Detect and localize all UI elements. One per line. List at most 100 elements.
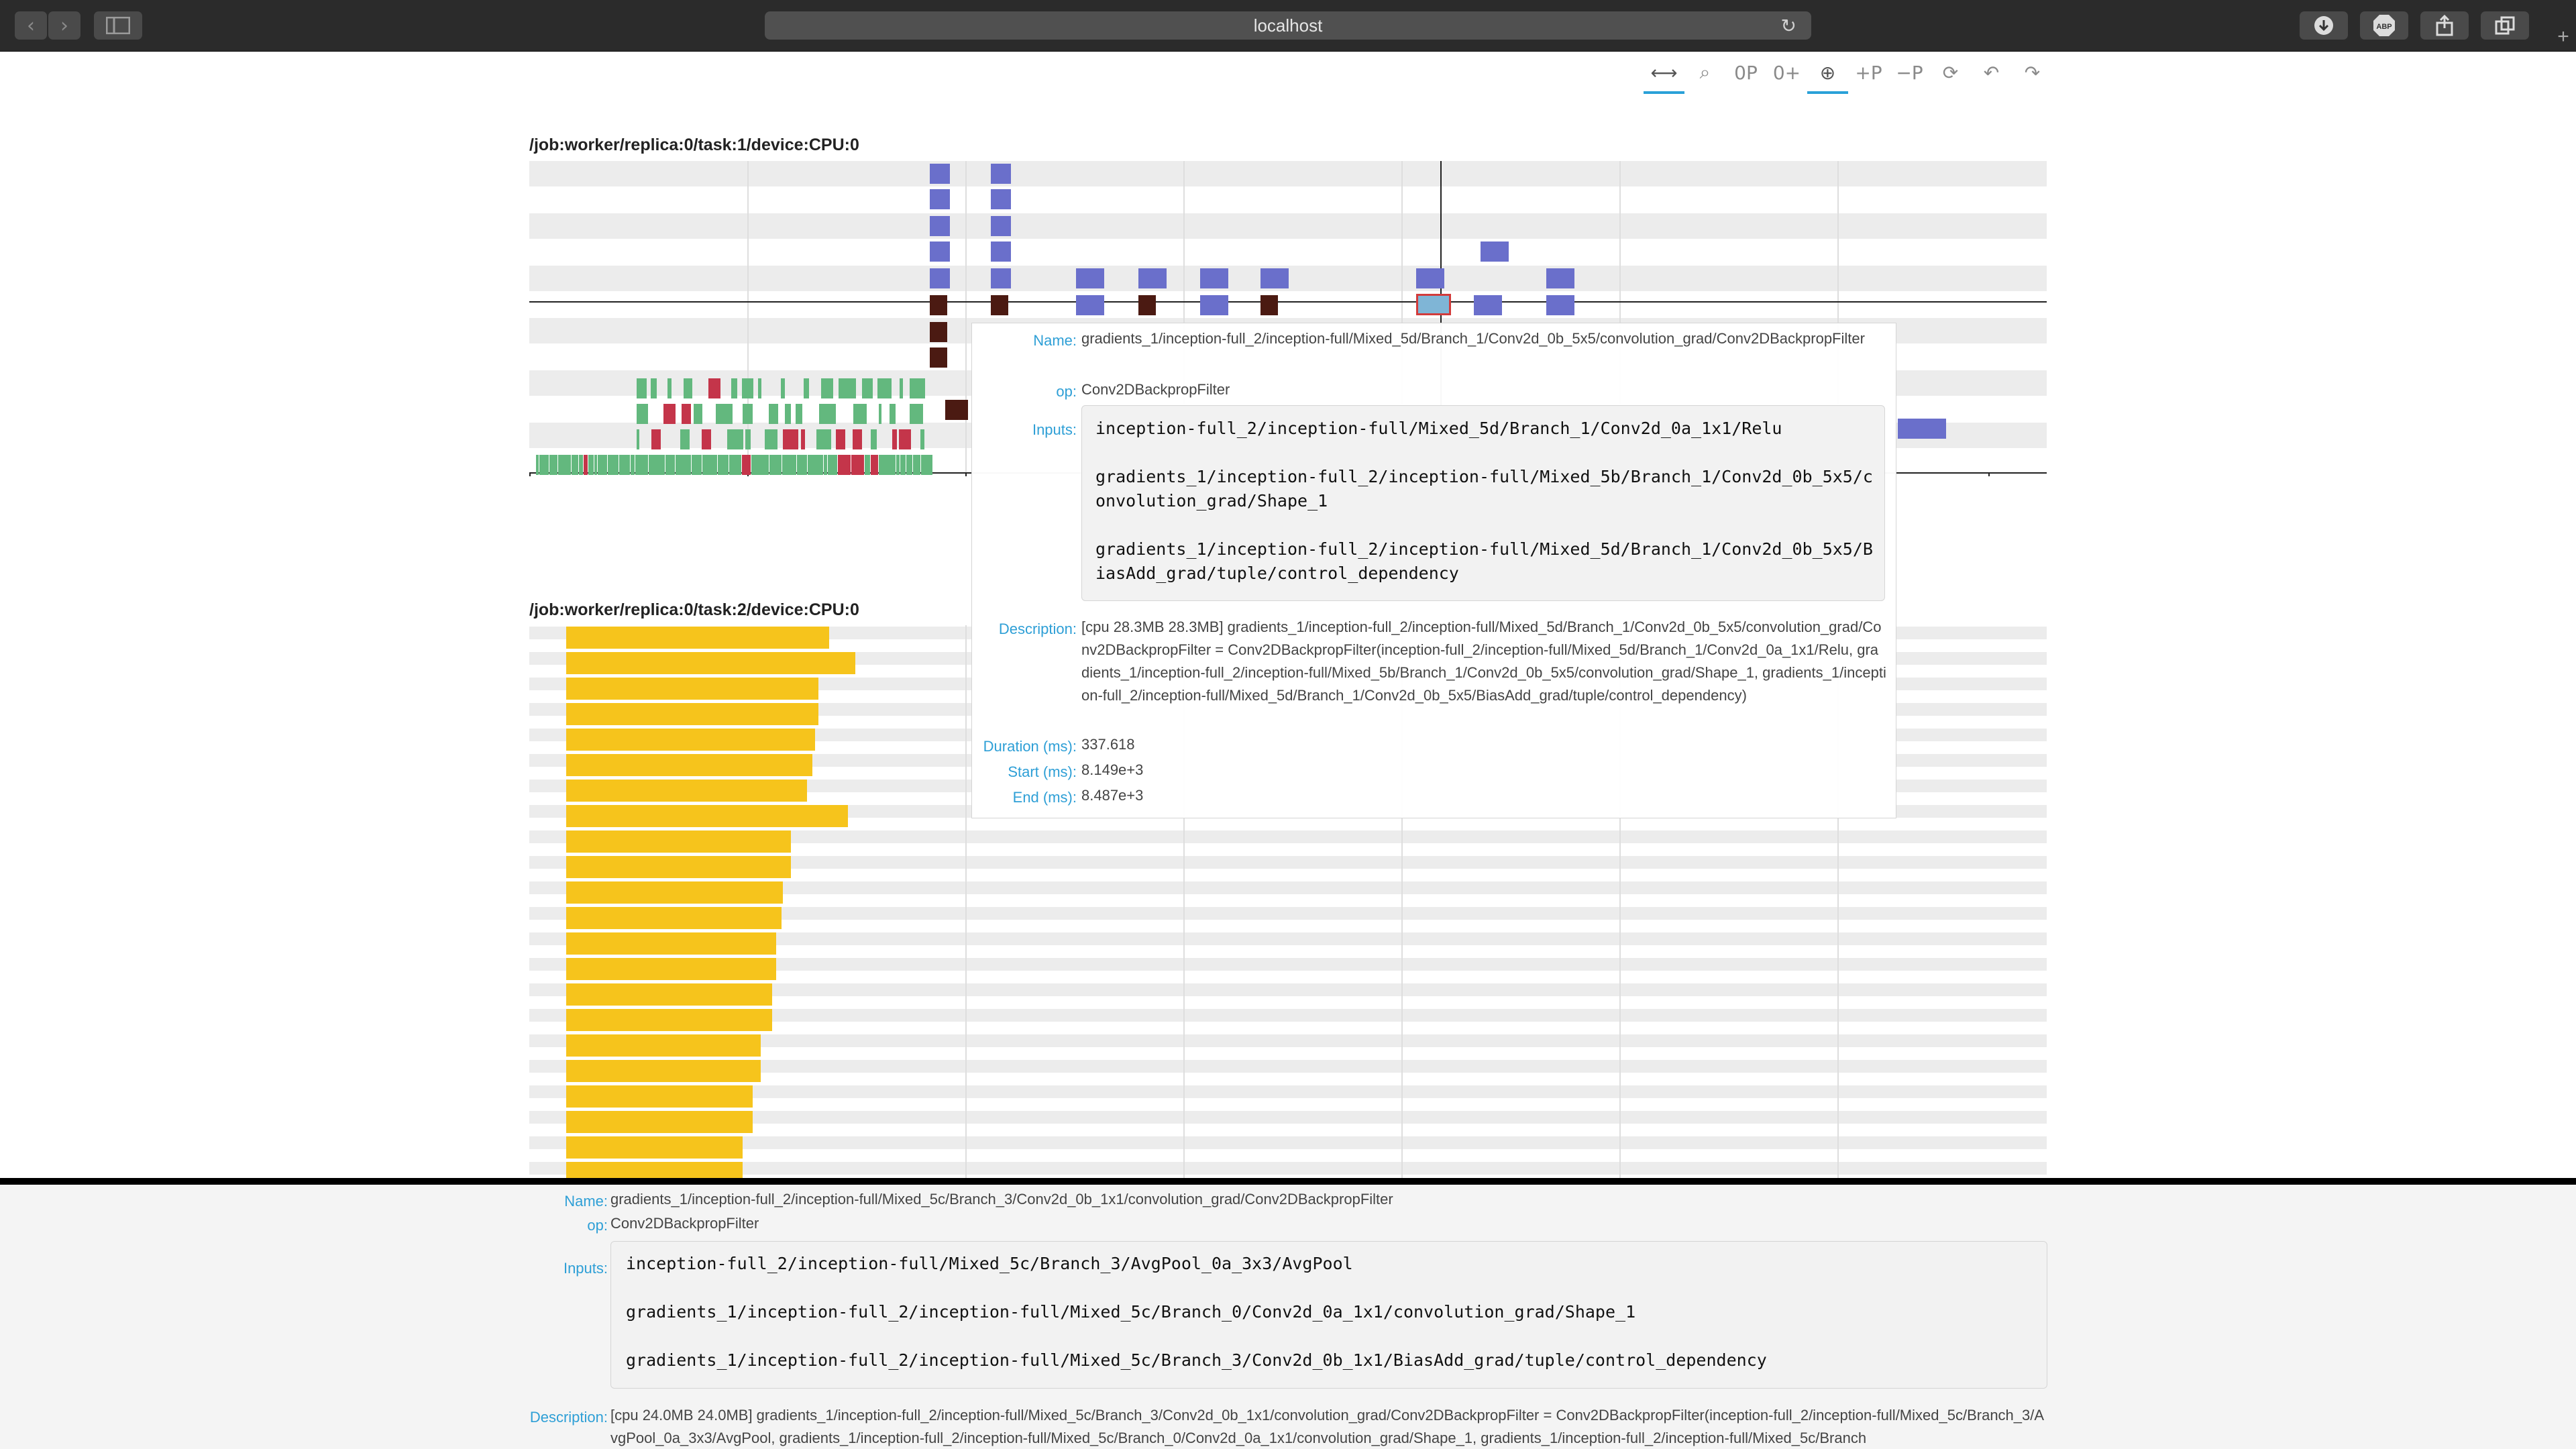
op-block[interactable] — [751, 455, 769, 475]
undo-icon[interactable]: ↶ — [1983, 61, 2000, 84]
memory-bar[interactable] — [566, 703, 818, 725]
op-block[interactable] — [851, 455, 864, 475]
memory-bar[interactable] — [566, 754, 812, 776]
wheel-zoom-icon[interactable]: ⊕ — [1807, 54, 1848, 94]
op-block[interactable] — [675, 455, 692, 475]
op-block[interactable] — [680, 429, 690, 449]
op-block[interactable] — [731, 378, 738, 398]
op-block[interactable] — [930, 216, 950, 236]
memory-bar[interactable] — [566, 958, 776, 980]
op-block[interactable] — [795, 404, 802, 424]
op-block[interactable] — [637, 429, 640, 449]
op-block[interactable] — [890, 404, 896, 424]
op-block[interactable] — [764, 429, 777, 449]
op-block[interactable] — [838, 378, 856, 398]
op-block[interactable] — [637, 404, 649, 424]
memory-bar[interactable] — [566, 881, 783, 904]
op-block[interactable] — [930, 189, 950, 209]
memory-bar[interactable] — [566, 907, 782, 929]
adblock-icon[interactable]: ABP — [2360, 11, 2408, 40]
op-block[interactable] — [549, 455, 557, 475]
op-block[interactable] — [930, 295, 947, 315]
op-block[interactable] — [557, 455, 572, 475]
op-block[interactable] — [892, 429, 898, 449]
op-block[interactable] — [758, 378, 762, 398]
op-block[interactable] — [1200, 295, 1228, 315]
op-block[interactable] — [913, 455, 920, 475]
op-block[interactable] — [1076, 268, 1104, 288]
share-icon[interactable] — [2420, 11, 2469, 40]
op-block[interactable] — [945, 400, 968, 420]
op-block[interactable] — [619, 455, 630, 475]
op-block[interactable] — [1138, 295, 1156, 315]
pan-icon[interactable]: ⟷ — [1644, 54, 1684, 94]
op-block[interactable] — [1917, 419, 1946, 439]
op-block[interactable] — [650, 378, 657, 398]
memory-bar[interactable] — [566, 983, 772, 1006]
op-block[interactable] — [727, 429, 743, 449]
memory-bar[interactable] — [566, 830, 791, 853]
op-block[interactable] — [745, 429, 751, 449]
download-icon[interactable] — [2300, 11, 2348, 40]
op-block[interactable] — [716, 404, 733, 424]
op-block[interactable] — [909, 378, 926, 398]
memory-bar[interactable] — [566, 1162, 743, 1178]
op-block[interactable] — [930, 241, 950, 262]
tabs-icon[interactable] — [2481, 11, 2529, 40]
op-block[interactable] — [667, 378, 672, 398]
op-block[interactable] — [694, 404, 703, 424]
op-block[interactable] — [804, 378, 810, 398]
box-zoom-icon[interactable]: ⌕ — [1699, 61, 1711, 83]
op-block[interactable] — [1546, 295, 1574, 315]
op-block[interactable] — [742, 404, 753, 424]
op-block[interactable] — [899, 429, 912, 449]
op-block[interactable] — [637, 378, 647, 398]
op-block[interactable] — [835, 429, 846, 449]
op-block[interactable] — [991, 216, 1011, 236]
op-block[interactable] — [780, 378, 786, 398]
memory-bar[interactable] — [566, 729, 815, 751]
op-block[interactable] — [785, 404, 792, 424]
memory-bar[interactable] — [566, 856, 791, 878]
op-block[interactable] — [783, 429, 798, 449]
zoom-x-icon[interactable]: 0P — [1734, 61, 1758, 84]
op-block[interactable] — [930, 347, 947, 368]
op-block[interactable] — [899, 378, 904, 398]
memory-bar[interactable] — [566, 678, 818, 700]
op-block[interactable] — [708, 378, 721, 398]
memory-bar[interactable] — [566, 652, 855, 674]
op-block[interactable] — [608, 455, 619, 475]
op-block[interactable] — [692, 455, 702, 475]
zoom-in-icon[interactable]: +P — [1855, 61, 1882, 84]
reset-icon[interactable]: ⟳ — [1942, 61, 1959, 84]
new-tab-icon[interactable]: + — [2557, 25, 2569, 48]
op-block[interactable] — [583, 455, 588, 475]
op-block[interactable] — [635, 455, 648, 475]
selected-op-block[interactable] — [1416, 294, 1451, 315]
zoom-y-icon[interactable]: 0+ — [1772, 61, 1801, 84]
op-block[interactable] — [796, 455, 807, 475]
op-block[interactable] — [909, 404, 924, 424]
chevron-left-icon[interactable]: ‹ — [15, 11, 47, 40]
op-block[interactable] — [920, 429, 924, 449]
op-block[interactable] — [871, 455, 879, 475]
op-block[interactable] — [717, 455, 729, 475]
op-block[interactable] — [1260, 295, 1278, 315]
op-block[interactable] — [820, 378, 834, 398]
op-block[interactable] — [539, 455, 549, 475]
zoom-out-icon[interactable]: −P — [1896, 61, 1923, 84]
op-block[interactable] — [742, 378, 753, 398]
op-block[interactable] — [920, 455, 933, 475]
op-block[interactable] — [1474, 295, 1502, 315]
op-block[interactable] — [648, 455, 665, 475]
op-block[interactable] — [838, 455, 851, 475]
memory-bar[interactable] — [566, 932, 776, 955]
memory-bar[interactable] — [566, 1060, 761, 1082]
op-block[interactable] — [870, 429, 877, 449]
op-block[interactable] — [819, 404, 837, 424]
reload-icon[interactable]: ↻ — [1780, 15, 1796, 37]
op-block[interactable] — [991, 268, 1011, 288]
op-block[interactable] — [702, 455, 717, 475]
op-block[interactable] — [853, 404, 867, 424]
memory-bar[interactable] — [566, 1009, 772, 1031]
